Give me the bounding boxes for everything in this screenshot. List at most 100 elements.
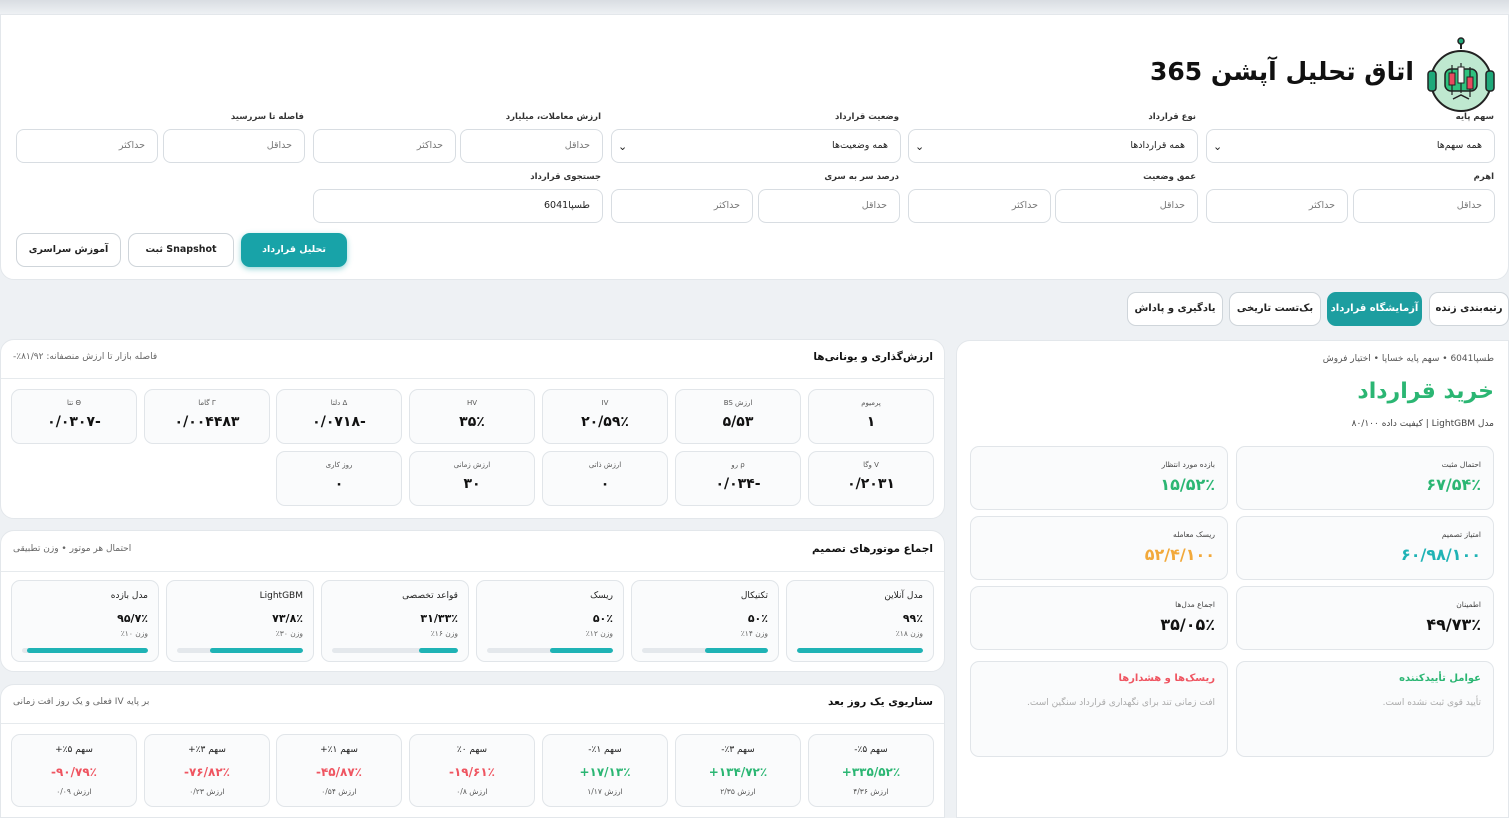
scenario-value: ارزش ۰/۸	[456, 787, 488, 796]
scenario-change: -۴۵/۸۷٪	[316, 765, 362, 779]
engine-progress-fill	[418, 648, 458, 653]
engine-weight: وزن ۱۴٪	[740, 629, 768, 638]
expiry-min-input[interactable]: حداقل	[163, 129, 305, 163]
engine-weight: وزن ۳۰٪	[275, 629, 303, 638]
metric-label: V وگا	[863, 461, 879, 469]
breakeven-min-input[interactable]: حداقل	[758, 189, 900, 223]
risks-warnings-text: افت زمانی تند برای نگهداری قرارداد سنگین…	[1027, 698, 1215, 708]
chevron-down-icon: ⌄	[618, 140, 628, 153]
engine-progress-bar	[22, 648, 148, 653]
engine-name: LightGBM	[259, 591, 303, 601]
kpi-label: ریسک معامله	[1173, 530, 1215, 539]
scenario-label: سهم ۱٪-	[588, 745, 622, 755]
leverage-label: اهرم	[1473, 172, 1494, 182]
risks-warnings-title: ریسک‌ها و هشدارها	[1118, 673, 1215, 684]
scenario-card: سهم ۰٪ -۱۹/۶۱٪ ارزش ۰/۸	[409, 734, 535, 807]
scenario-change: +۱۷/۱۳٪	[579, 765, 631, 779]
metric-card: Θ تتا -۰/۰۳۰۷	[11, 389, 137, 444]
metric-value: ۲۰/۵۹٪	[581, 414, 629, 430]
scenario-card: سهم ۱٪- +۱۷/۱۳٪ ارزش ۱/۱۷	[542, 734, 668, 807]
contract-type-select[interactable]: همه قراردادها ⌄	[908, 129, 1198, 163]
engines-title: اجماع موتورهای تصمیم	[812, 543, 933, 555]
engine-progress-fill	[797, 648, 923, 653]
contract-search-label: جستجوی قرارداد	[530, 172, 601, 182]
tab-backtest[interactable]: بک‌تست تاریخی	[1229, 292, 1321, 326]
moneyness-min-input[interactable]: حداقل	[1055, 189, 1198, 223]
trade-value-min-input[interactable]: حداقل	[460, 129, 603, 163]
tutorial-button[interactable]: آموزش سراسری	[16, 233, 121, 267]
metric-label: ارزش BS	[723, 399, 753, 407]
engine-weight: وزن ۱۸٪	[895, 629, 923, 638]
moneyness-max-input[interactable]: حداکثر	[908, 189, 1051, 223]
engine-name: قواعد تخصصی	[402, 591, 458, 601]
divider	[1, 378, 944, 379]
underlying-select[interactable]: همه سهم‌ها ⌄	[1206, 129, 1495, 163]
kpi-card: امتیاز تصمیم ۶۰/۹۸/۱۰۰	[1236, 516, 1494, 580]
metric-value: ۱	[866, 414, 876, 430]
leverage-max-input[interactable]: حداکثر	[1206, 189, 1348, 223]
scenario-card: سهم ۳٪+ -۷۶/۸۲٪ ارزش ۰/۲۳	[144, 734, 270, 807]
kpi-card: ریسک معامله ۵۲/۴/۱۰۰	[970, 516, 1228, 580]
contract-status-select[interactable]: همه وضعیت‌ها ⌄	[611, 129, 901, 163]
metric-label: پرمیوم	[861, 399, 881, 407]
engine-probability: ۵۰٪	[747, 612, 768, 625]
metric-card: Δ دلتا -۰/۰۷۱۸	[276, 389, 402, 444]
metric-value: ۰/۲۰۳۱	[847, 476, 895, 492]
engine-probability: ۷۳/۸٪	[272, 612, 303, 625]
kpi-card: احتمال مثبت ۶۷/۵۴٪	[1236, 446, 1494, 510]
analyze-contract-button[interactable]: تحلیل قرارداد	[241, 233, 347, 267]
confirming-factors-text: تأیید قوی ثبت نشده است.	[1382, 698, 1481, 708]
engine-card: مدل بازده ۹۵/۷٪ وزن ۱۰٪	[11, 580, 159, 662]
contract-type-value: همه قراردادها	[1130, 140, 1185, 151]
scenario-change: +۳۳۵/۵۲٪	[841, 765, 901, 779]
metric-value: ۳۵٪	[459, 414, 485, 430]
engine-progress-bar	[797, 648, 923, 653]
trade-value-max-input[interactable]: حداکثر	[313, 129, 456, 163]
metric-card: ارزش ذاتی ۰	[542, 451, 668, 506]
engine-progress-bar	[332, 648, 458, 653]
expiry-distance-label: فاصله تا سررسید	[230, 112, 304, 122]
metric-label: ارزش ذاتی	[588, 461, 622, 469]
tab-live-ranking[interactable]: رتبه‌بندی زنده	[1429, 292, 1509, 326]
underlying-label: سهم پایه	[1455, 112, 1494, 122]
scenario-label: سهم ۳٪-	[721, 745, 755, 755]
leverage-min-input[interactable]: حداقل	[1353, 189, 1495, 223]
engine-progress-fill	[705, 648, 768, 653]
tab-contract-lab[interactable]: آزمایشگاه قرارداد	[1327, 292, 1422, 326]
snapshot-button[interactable]: ثبت Snapshot	[128, 233, 234, 267]
contract-search-input[interactable]: طسپا6041	[313, 189, 603, 223]
engine-card: ریسک ۵۰٪ وزن ۱۲٪	[476, 580, 624, 662]
engine-name: تکنیکال	[740, 591, 768, 601]
kpi-value: ۵۲/۴/۱۰۰	[1144, 545, 1215, 564]
engine-weight: وزن ۱۶٪	[430, 629, 458, 638]
metric-label: Θ تتا	[67, 399, 81, 407]
breakeven-label: درصد سر به سری	[824, 172, 899, 182]
metric-label: روز کاری	[325, 461, 353, 469]
top-strip	[0, 0, 1509, 14]
underlying-value: همه سهم‌ها	[1436, 140, 1482, 151]
breakeven-max-input[interactable]: حداکثر	[611, 189, 753, 223]
contract-status-value: همه وضعیت‌ها	[832, 140, 888, 151]
scenario-card: سهم ۵٪+ -۹۰/۷۹٪ ارزش ۰/۰۹	[11, 734, 137, 807]
scenario-value: ارزش ۱/۱۷	[587, 787, 623, 796]
metric-label: HV	[466, 399, 478, 407]
kpi-value: ۶۷/۵۴٪	[1426, 475, 1481, 494]
chevron-down-icon: ⌄	[915, 140, 925, 153]
metric-card: روز کاری ۰	[276, 451, 402, 506]
engines-note: احتمال هر موتور • وزن تطبیقی	[13, 544, 132, 554]
metric-card: V وگا ۰/۲۰۳۱	[808, 451, 934, 506]
metric-card: ارزش BS ۵/۵۳	[675, 389, 801, 444]
engine-probability: ۹۵/۷٪	[117, 612, 148, 625]
kpi-label: بازده مورد انتظار	[1161, 460, 1215, 469]
expiry-max-input[interactable]: حداکثر	[16, 129, 158, 163]
risks-warnings-card: ریسک‌ها و هشدارها افت زمانی تند برای نگه…	[970, 661, 1228, 757]
scenario-label: سهم ۵٪-	[854, 745, 888, 755]
filter-panel: اتاق تحلیل آپشن 365 سهم پایه نوع قرارداد…	[0, 14, 1509, 280]
app-title: اتاق تحلیل آپشن 365	[1149, 57, 1414, 86]
kpi-value: ۱۵/۵۲٪	[1160, 475, 1215, 494]
confirming-factors-card: عوامل تأییدکننده تأیید قوی ثبت نشده است.	[1236, 661, 1494, 757]
engine-progress-fill	[27, 648, 148, 653]
tab-learning-reward[interactable]: یادگیری و پاداش	[1127, 292, 1223, 326]
metric-label: Γ گاما	[198, 399, 216, 407]
kpi-label: امتیاز تصمیم	[1441, 530, 1481, 539]
